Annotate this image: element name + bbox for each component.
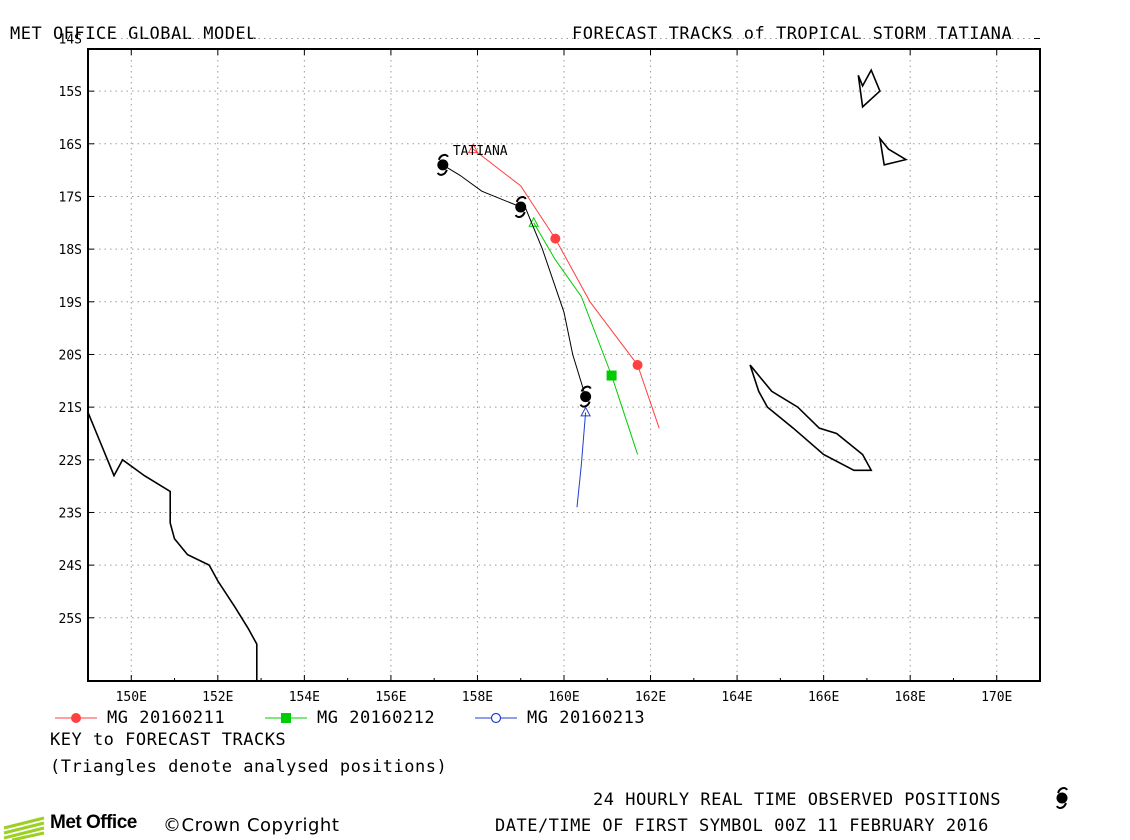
- copyright-text: ©Crown Copyright: [163, 815, 340, 836]
- analysed-position-triangle: [467, 142, 479, 154]
- grid: [88, 37, 1040, 681]
- cyclone-body: [580, 391, 592, 403]
- observed-position-symbol: [436, 153, 449, 176]
- track-point: [632, 360, 643, 370]
- chart-title: FORECAST TRACKS of TROPICAL STORM TATIAN…: [572, 24, 1013, 44]
- cyclone-arm: [580, 385, 592, 393]
- y-tick-label: 14S: [59, 32, 82, 47]
- y-tick-label: 19S: [59, 296, 82, 311]
- x-tick-label: 170E: [981, 690, 1012, 705]
- axis-ticks: 150E 152E 154E 156E 158E 160E 162E 164E 166E 168E…: [59, 32, 1041, 705]
- cyclone-arm: [437, 153, 449, 161]
- legend-label-0213: MG 20160213: [527, 708, 646, 728]
- key-title: KEY to FORECAST TRACKS: [50, 730, 287, 750]
- track-line: [533, 222, 639, 455]
- met-office-logo-icon: [3, 816, 45, 840]
- y-tick-label: 16S: [59, 138, 82, 153]
- x-tick-label: 156E: [375, 690, 406, 705]
- x-tick-label: 160E: [548, 690, 579, 705]
- observed-positions-note: 24 HOURLY REAL TIME OBSERVED POSITIONS: [593, 790, 1001, 810]
- forecast-tracks: [436, 142, 660, 508]
- y-tick-label: 24S: [59, 559, 82, 574]
- y-tick-label: 20S: [59, 348, 82, 363]
- observed-position-symbol: [514, 196, 527, 218]
- x-tick-label: 162E: [635, 690, 666, 705]
- x-tick-label: 166E: [808, 690, 839, 705]
- y-tick-label: 17S: [59, 190, 82, 205]
- legend-marker-0211: [71, 713, 81, 723]
- x-tick-label: 154E: [289, 690, 320, 705]
- first-symbol-datetime: DATE/TIME OF FIRST SYMBOL 00Z 11 FEBRUAR…: [495, 816, 989, 836]
- y-tick-label: 25S: [59, 612, 82, 627]
- track-line: [472, 148, 660, 429]
- y-tick-label: 15S: [59, 85, 82, 100]
- legend-label-0212: MG 20160212: [317, 708, 436, 728]
- cyclone-icon: [1056, 787, 1068, 809]
- x-tick-label: 164E: [721, 690, 752, 705]
- x-tick-label: 150E: [116, 690, 147, 705]
- cyclone-arm: [515, 196, 527, 203]
- cyclone-arm: [514, 211, 526, 218]
- y-tick-label: 22S: [59, 454, 82, 469]
- model-title: MET OFFICE GLOBAL MODEL: [10, 24, 257, 44]
- key-note: (Triangles denote analysed positions): [50, 757, 448, 777]
- cyclone-arm: [579, 401, 591, 408]
- cyclone-body: [437, 159, 449, 171]
- land-vanuatu-north: [857, 68, 881, 109]
- land-new-caledonia: [749, 364, 873, 472]
- legend: [55, 712, 517, 724]
- analysed-position-triangle: [580, 406, 591, 417]
- y-tick-label: 18S: [59, 243, 82, 258]
- x-tick-label: 152E: [202, 690, 233, 705]
- land-australia: [87, 412, 258, 681]
- plot-frame: [87, 48, 1041, 682]
- x-tick-label: 158E: [462, 690, 493, 705]
- land-vanuatu-south: [878, 135, 908, 166]
- storm-name-label: TATIANA: [453, 144, 508, 159]
- y-tick-label: 23S: [59, 506, 82, 521]
- legend-label-0211: MG 20160211: [107, 708, 226, 728]
- legend-marker-0213: [490, 712, 502, 724]
- x-tick-label: 168E: [895, 690, 926, 705]
- cyclone-arm: [436, 169, 448, 176]
- y-tick-label: 21S: [59, 401, 82, 416]
- cyclone-body: [515, 201, 527, 213]
- track-point: [550, 233, 561, 244]
- track-point: [606, 370, 617, 381]
- track-line: [576, 412, 587, 508]
- observed-position-symbol: [579, 385, 592, 408]
- met-office-logo-text: Met Office: [50, 812, 137, 833]
- land-outlines: [87, 68, 908, 681]
- legend-marker-0212: [281, 713, 291, 723]
